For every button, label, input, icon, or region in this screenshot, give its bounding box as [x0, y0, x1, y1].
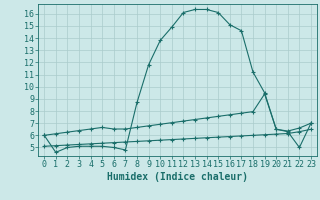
X-axis label: Humidex (Indice chaleur): Humidex (Indice chaleur): [107, 172, 248, 182]
